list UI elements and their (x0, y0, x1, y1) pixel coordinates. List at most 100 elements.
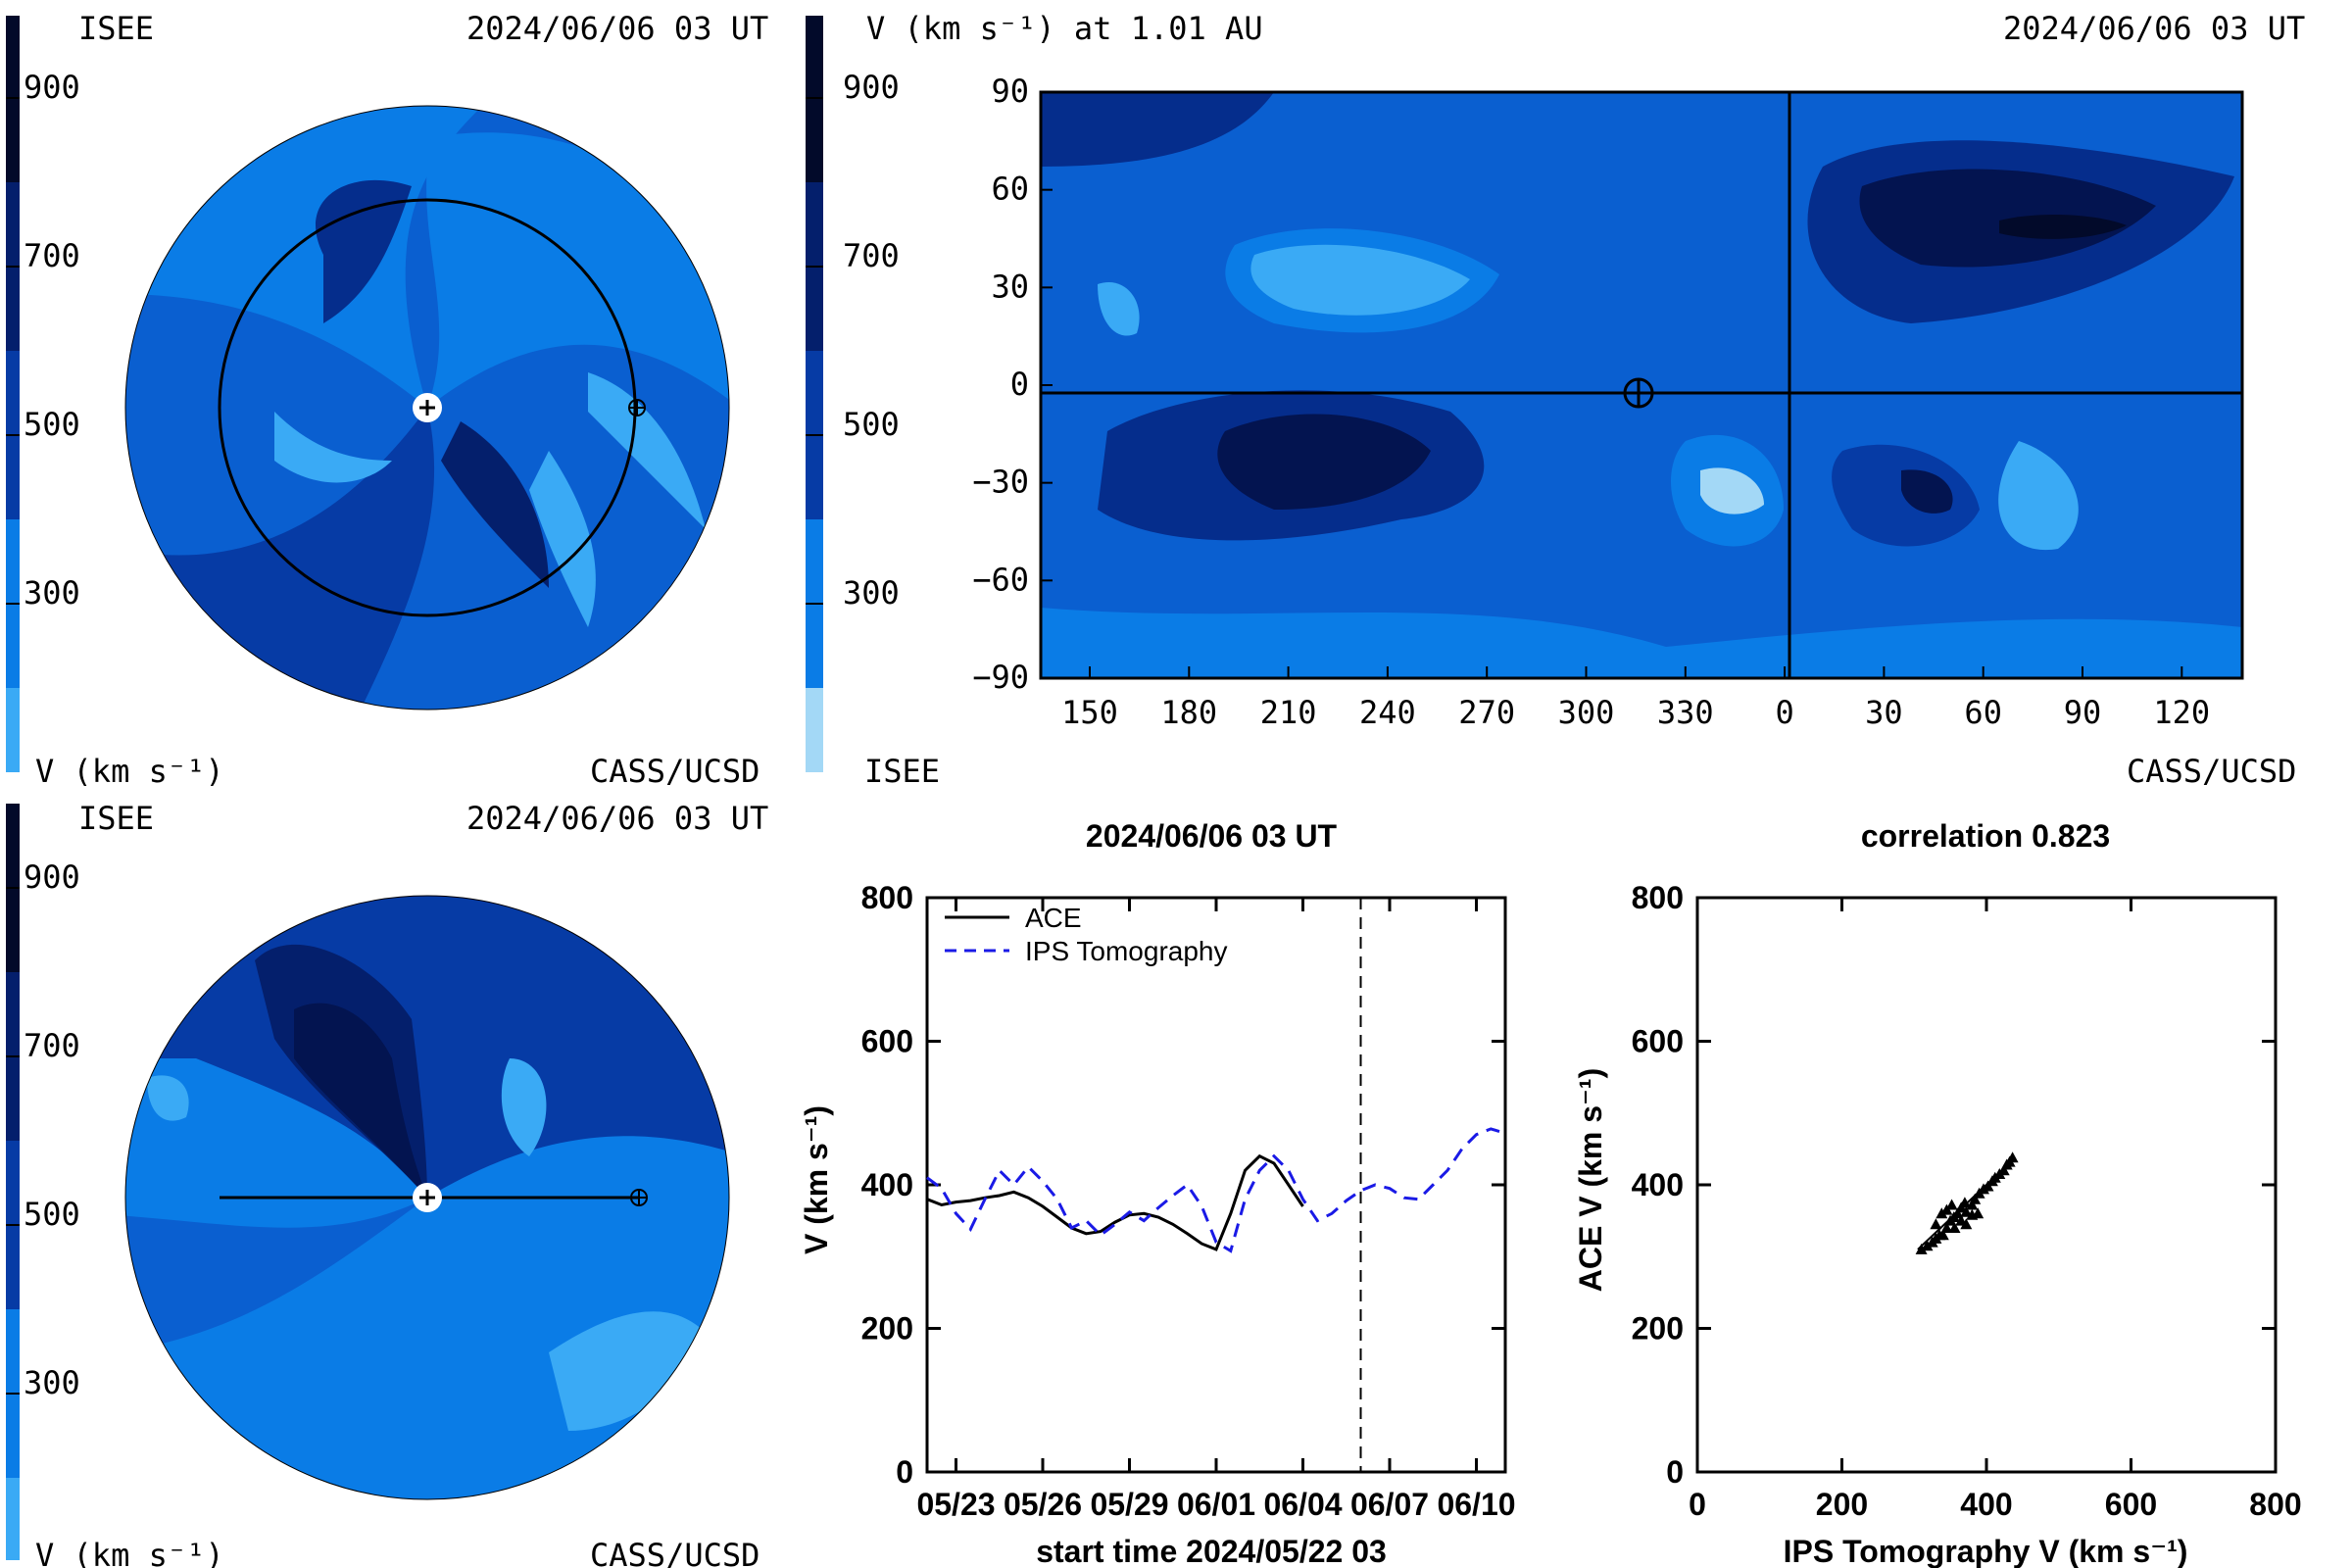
credit-label: CASS/UCSD (590, 1537, 760, 1568)
line-y-tick-label: 200 (861, 1311, 913, 1347)
timestamp: 2024/06/06 03 UT (466, 10, 768, 47)
colorbar-map: 900 700 500 300 (806, 16, 900, 772)
cbar-tick-700: 700 (24, 1027, 80, 1064)
earth-icon (1623, 377, 1654, 409)
scatter-point (1936, 1207, 1948, 1219)
panel-scatter: correlation 0.823 800 600 400 200 00 200 400 60… (1573, 818, 2302, 1568)
map-x-tick-label: 300 (1558, 694, 1615, 731)
line-x-tick-label: 05/23 (916, 1487, 995, 1522)
line-y-tick-label: 400 (861, 1167, 913, 1202)
isee-label: ISEE (864, 753, 940, 790)
scatter-points (1915, 1152, 2019, 1254)
scatter-point (1997, 1164, 2010, 1176)
panel-top-left: 900 700 500 300 ISEE 2024/06/06 03 UT V … (6, 10, 768, 790)
map-y-ticks: 90 60 30 0 −30 −60 −90 (972, 73, 1053, 696)
cbar-tick-300: 300 (24, 1364, 80, 1401)
earth-icon (630, 1189, 648, 1206)
line-chart-xlabel: start time 2024/05/22 03 (1036, 1534, 1387, 1568)
unit-label: V (km s⁻¹) (35, 753, 224, 790)
series-line-ace (926, 1153, 1304, 1251)
map-x-tick-label: 240 (1359, 694, 1416, 731)
scatter-point (1966, 1199, 1979, 1210)
map-x-tick-label: 150 (1061, 694, 1118, 731)
line-x-tick-label: 06/04 (1263, 1487, 1342, 1522)
scatter-x-tick-label: 600 (2105, 1487, 2157, 1522)
line-x-tick-label: 05/29 (1090, 1487, 1168, 1522)
line-y-tick-label: 800 (861, 880, 913, 915)
cbar-tick-900: 900 (24, 858, 80, 896)
cbar-tick-700: 700 (843, 237, 900, 274)
scatter-x-tick-label: 200 (1816, 1487, 1868, 1522)
line-y-tick-label: 600 (861, 1024, 913, 1059)
scatter-title: correlation 0.823 (1861, 818, 2110, 854)
cbar-tick-300: 300 (24, 574, 80, 612)
map-x-tick-label: 210 (1260, 694, 1317, 731)
isee-label: ISEE (78, 10, 154, 47)
earth-icon (628, 399, 646, 416)
map-y-tick-label: 0 (1010, 366, 1029, 403)
scatter-y-tick-label: 400 (1632, 1167, 1684, 1202)
line-chart-ylabel: V (km s⁻¹) (799, 1105, 834, 1254)
scatter-point (1969, 1193, 1982, 1204)
polar-boundary (124, 895, 730, 1500)
cbar-tick-500: 500 (24, 406, 80, 443)
line-x-tick-label: 06/01 (1177, 1487, 1255, 1522)
map-x-tick-label: 90 (2064, 694, 2102, 731)
scatter-x-tick-label: 0 (1689, 1487, 1706, 1522)
map-title: V (km s⁻¹) at 1.01 AU (866, 10, 1263, 47)
map-x-ticks: 150 180 210 240 270 300 330 0 30 60 90 120 (1061, 666, 2210, 731)
map-y-tick-label: −30 (972, 464, 1029, 501)
line-x-tick-label: 06/07 (1350, 1487, 1429, 1522)
scatter-xlabel: IPS Tomography V (km s⁻¹) (1784, 1534, 2188, 1568)
map-x-tick-label: 120 (2153, 694, 2210, 731)
colorbar-bottom-left: 900 700 500 300 (6, 804, 80, 1560)
map-x-tick-label: 180 (1160, 694, 1217, 731)
line-chart-frame (925, 896, 1507, 1474)
map-timestamp: 2024/06/06 03 UT (2003, 10, 2305, 47)
credit-label: CASS/UCSD (2127, 753, 2296, 790)
scatter-point (1915, 1243, 1928, 1254)
map-y-tick-label: 90 (991, 73, 1029, 110)
synoptic-map (1041, 92, 2242, 678)
scatter-point (1930, 1218, 1942, 1230)
map-x-tick-label: 60 (1964, 694, 2002, 731)
map-y-tick-label: −90 (972, 659, 1029, 696)
scatter-point (1960, 1205, 1973, 1217)
cbar-tick-900: 900 (843, 69, 900, 106)
scatter-point (1945, 1199, 1958, 1210)
scatter-point (1948, 1222, 1961, 1233)
map-y-tick-label: 30 (991, 268, 1029, 305)
panel-bottom-left: 900 700 500 300 ISEE 2024/06/06 03 UT V … (6, 800, 768, 1568)
scatter-x-tick-label: 800 (2249, 1487, 2301, 1522)
cbar-tick-300: 300 (843, 574, 900, 612)
scatter-point (1958, 1197, 1971, 1208)
line-legend: ACE IPS Tomography (945, 903, 1228, 966)
scatter-y-tick-label: 0 (1666, 1454, 1684, 1490)
colorbar-top-left: 900 700 500 300 (6, 16, 80, 772)
scatter-point (1921, 1240, 1934, 1251)
line-y-tick-label: 0 (896, 1454, 913, 1490)
scatter-y-tick-label: 200 (1632, 1311, 1684, 1347)
line-chart-series (926, 1127, 1506, 1253)
map-x-tick-label: 0 (1775, 694, 1793, 731)
scatter-point (1960, 1218, 1973, 1230)
map-x-tick-label: 330 (1657, 694, 1714, 731)
panel-map: 900 700 500 300 V (km s⁻¹) at 1.01 AU 20… (806, 10, 2305, 790)
sun-marker (413, 1183, 442, 1212)
series-line-ips-tomography (926, 1127, 1506, 1253)
scatter-y-tick-label: 800 (1632, 880, 1684, 915)
map-y-tick-label: 60 (991, 171, 1029, 208)
line-x-tick-label: 06/10 (1437, 1487, 1515, 1522)
scatter-ylabel: ACE V (km s⁻¹) (1573, 1068, 1608, 1292)
cbar-tick-500: 500 (843, 406, 900, 443)
panel-timeseries: 2024/06/06 03 UT 800 600 400 200 005/23 05/26… (799, 818, 1516, 1568)
cbar-tick-900: 900 (24, 69, 80, 106)
polar-boundary (124, 105, 730, 710)
map-y-tick-label: −60 (972, 561, 1029, 598)
scatter-point (1940, 1222, 1953, 1233)
scatter-fit-line (1917, 1156, 2017, 1250)
scatter-x-tick-label: 400 (1960, 1487, 2012, 1522)
unit-label: V (km s⁻¹) (35, 1537, 224, 1568)
legend-label-ace: ACE (1025, 903, 1082, 933)
